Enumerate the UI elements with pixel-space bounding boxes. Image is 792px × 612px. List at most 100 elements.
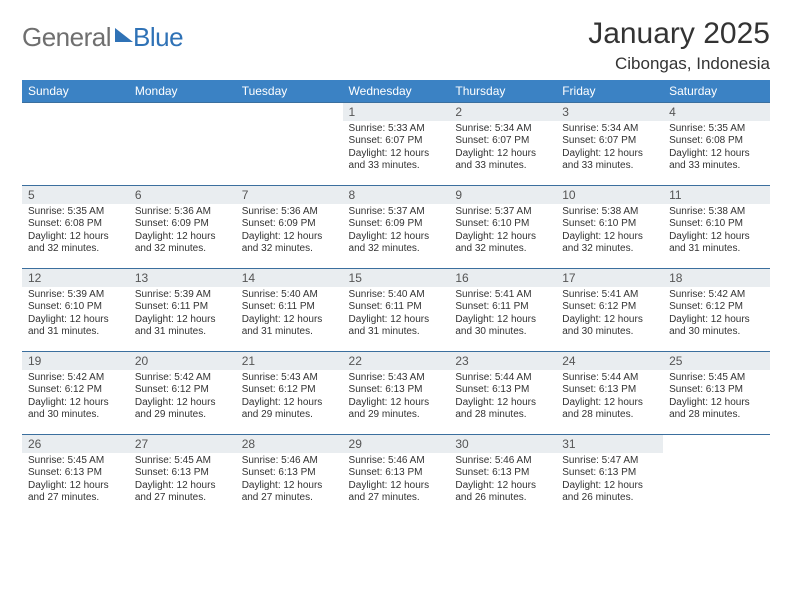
day-number: 24: [556, 352, 663, 370]
day-number: 9: [449, 186, 556, 204]
day-number: 30: [449, 435, 556, 453]
day-content: Sunrise: 5:45 AMSunset: 6:13 PMDaylight:…: [663, 370, 770, 424]
sunrise-text: Sunrise: 5:34 AM: [562, 123, 657, 136]
sunset-text: Sunset: 6:07 PM: [455, 135, 550, 148]
daylight-text: Daylight: 12 hours and 28 minutes.: [669, 397, 764, 422]
day-header: Tuesday: [236, 80, 343, 103]
sunrise-text: Sunrise: 5:41 AM: [562, 289, 657, 302]
sunset-text: Sunset: 6:10 PM: [669, 218, 764, 231]
calendar-cell: 7Sunrise: 5:36 AMSunset: 6:09 PMDaylight…: [236, 185, 343, 268]
day-content: Sunrise: 5:45 AMSunset: 6:13 PMDaylight:…: [22, 453, 129, 507]
daylight-text: Daylight: 12 hours and 33 minutes.: [669, 148, 764, 173]
calendar-cell: [663, 434, 770, 517]
sunset-text: Sunset: 6:13 PM: [669, 384, 764, 397]
calendar-cell: [129, 102, 236, 185]
daylight-text: Daylight: 12 hours and 32 minutes.: [455, 231, 550, 256]
sunset-text: Sunset: 6:13 PM: [455, 467, 550, 480]
calendar-cell: 22Sunrise: 5:43 AMSunset: 6:13 PMDayligh…: [343, 351, 450, 434]
sunrise-text: Sunrise: 5:44 AM: [455, 372, 550, 385]
calendar-cell: 6Sunrise: 5:36 AMSunset: 6:09 PMDaylight…: [129, 185, 236, 268]
day-number: 28: [236, 435, 343, 453]
day-content: Sunrise: 5:37 AMSunset: 6:09 PMDaylight:…: [343, 204, 450, 258]
calendar-cell: 21Sunrise: 5:43 AMSunset: 6:12 PMDayligh…: [236, 351, 343, 434]
day-number: 27: [129, 435, 236, 453]
day-content: [129, 121, 236, 125]
location-label: Cibongas, Indonesia: [588, 54, 770, 74]
day-content: [236, 121, 343, 125]
day-content: Sunrise: 5:46 AMSunset: 6:13 PMDaylight:…: [343, 453, 450, 507]
day-number: 13: [129, 269, 236, 287]
daylight-text: Daylight: 12 hours and 30 minutes.: [669, 314, 764, 339]
calendar-row: 19Sunrise: 5:42 AMSunset: 6:12 PMDayligh…: [22, 351, 770, 434]
calendar-body: 1Sunrise: 5:33 AMSunset: 6:07 PMDaylight…: [22, 102, 770, 517]
daylight-text: Daylight: 12 hours and 32 minutes.: [242, 231, 337, 256]
calendar-cell: 1Sunrise: 5:33 AMSunset: 6:07 PMDaylight…: [343, 102, 450, 185]
calendar-row: 1Sunrise: 5:33 AMSunset: 6:07 PMDaylight…: [22, 102, 770, 185]
daylight-text: Daylight: 12 hours and 27 minutes.: [349, 480, 444, 505]
calendar-cell: 15Sunrise: 5:40 AMSunset: 6:11 PMDayligh…: [343, 268, 450, 351]
day-number: 5: [22, 186, 129, 204]
day-content: Sunrise: 5:34 AMSunset: 6:07 PMDaylight:…: [449, 121, 556, 175]
day-content: Sunrise: 5:43 AMSunset: 6:13 PMDaylight:…: [343, 370, 450, 424]
calendar-cell: 16Sunrise: 5:41 AMSunset: 6:11 PMDayligh…: [449, 268, 556, 351]
day-content: Sunrise: 5:34 AMSunset: 6:07 PMDaylight:…: [556, 121, 663, 175]
daylight-text: Daylight: 12 hours and 31 minutes.: [349, 314, 444, 339]
sunrise-text: Sunrise: 5:40 AM: [242, 289, 337, 302]
sunrise-text: Sunrise: 5:39 AM: [28, 289, 123, 302]
day-content: [22, 121, 129, 125]
sunset-text: Sunset: 6:09 PM: [242, 218, 337, 231]
daylight-text: Daylight: 12 hours and 29 minutes.: [242, 397, 337, 422]
sunrise-text: Sunrise: 5:43 AM: [242, 372, 337, 385]
day-content: Sunrise: 5:35 AMSunset: 6:08 PMDaylight:…: [663, 121, 770, 175]
title-block: January 2025 Cibongas, Indonesia: [588, 18, 770, 74]
calendar-cell: 25Sunrise: 5:45 AMSunset: 6:13 PMDayligh…: [663, 351, 770, 434]
daylight-text: Daylight: 12 hours and 31 minutes.: [669, 231, 764, 256]
day-content: Sunrise: 5:37 AMSunset: 6:10 PMDaylight:…: [449, 204, 556, 258]
daylight-text: Daylight: 12 hours and 30 minutes.: [455, 314, 550, 339]
day-content: Sunrise: 5:44 AMSunset: 6:13 PMDaylight:…: [449, 370, 556, 424]
calendar-cell: 29Sunrise: 5:46 AMSunset: 6:13 PMDayligh…: [343, 434, 450, 517]
calendar-cell: 28Sunrise: 5:46 AMSunset: 6:13 PMDayligh…: [236, 434, 343, 517]
calendar-row: 26Sunrise: 5:45 AMSunset: 6:13 PMDayligh…: [22, 434, 770, 517]
calendar-cell: [22, 102, 129, 185]
calendar-cell: 14Sunrise: 5:40 AMSunset: 6:11 PMDayligh…: [236, 268, 343, 351]
daylight-text: Daylight: 12 hours and 32 minutes.: [135, 231, 230, 256]
daylight-text: Daylight: 12 hours and 31 minutes.: [242, 314, 337, 339]
calendar-cell: 26Sunrise: 5:45 AMSunset: 6:13 PMDayligh…: [22, 434, 129, 517]
day-number: 6: [129, 186, 236, 204]
header: General Blue January 2025 Cibongas, Indo…: [22, 18, 770, 74]
sunrise-text: Sunrise: 5:42 AM: [135, 372, 230, 385]
sunrise-text: Sunrise: 5:47 AM: [562, 455, 657, 468]
sunset-text: Sunset: 6:07 PM: [349, 135, 444, 148]
day-content: Sunrise: 5:42 AMSunset: 6:12 PMDaylight:…: [129, 370, 236, 424]
day-number: [236, 103, 343, 121]
day-content: Sunrise: 5:44 AMSunset: 6:13 PMDaylight:…: [556, 370, 663, 424]
daylight-text: Daylight: 12 hours and 30 minutes.: [562, 314, 657, 339]
calendar-cell: [236, 102, 343, 185]
daylight-text: Daylight: 12 hours and 29 minutes.: [135, 397, 230, 422]
sunset-text: Sunset: 6:13 PM: [349, 467, 444, 480]
sunset-text: Sunset: 6:12 PM: [28, 384, 123, 397]
page-title: January 2025: [588, 18, 770, 50]
calendar-head: Sunday Monday Tuesday Wednesday Thursday…: [22, 80, 770, 103]
sunrise-text: Sunrise: 5:45 AM: [135, 455, 230, 468]
daylight-text: Daylight: 12 hours and 32 minutes.: [28, 231, 123, 256]
day-number: 3: [556, 103, 663, 121]
day-content: [663, 453, 770, 457]
sunset-text: Sunset: 6:12 PM: [242, 384, 337, 397]
daylight-text: Daylight: 12 hours and 33 minutes.: [455, 148, 550, 173]
daylight-text: Daylight: 12 hours and 32 minutes.: [349, 231, 444, 256]
sunset-text: Sunset: 6:10 PM: [562, 218, 657, 231]
day-content: Sunrise: 5:35 AMSunset: 6:08 PMDaylight:…: [22, 204, 129, 258]
logo-text-blue: Blue: [133, 22, 183, 53]
sunset-text: Sunset: 6:11 PM: [135, 301, 230, 314]
daylight-text: Daylight: 12 hours and 31 minutes.: [135, 314, 230, 339]
daylight-text: Daylight: 12 hours and 27 minutes.: [28, 480, 123, 505]
day-number: 16: [449, 269, 556, 287]
day-content: Sunrise: 5:41 AMSunset: 6:11 PMDaylight:…: [449, 287, 556, 341]
daylight-text: Daylight: 12 hours and 33 minutes.: [349, 148, 444, 173]
sunset-text: Sunset: 6:12 PM: [562, 301, 657, 314]
day-number: 26: [22, 435, 129, 453]
calendar-cell: 30Sunrise: 5:46 AMSunset: 6:13 PMDayligh…: [449, 434, 556, 517]
calendar-cell: 11Sunrise: 5:38 AMSunset: 6:10 PMDayligh…: [663, 185, 770, 268]
